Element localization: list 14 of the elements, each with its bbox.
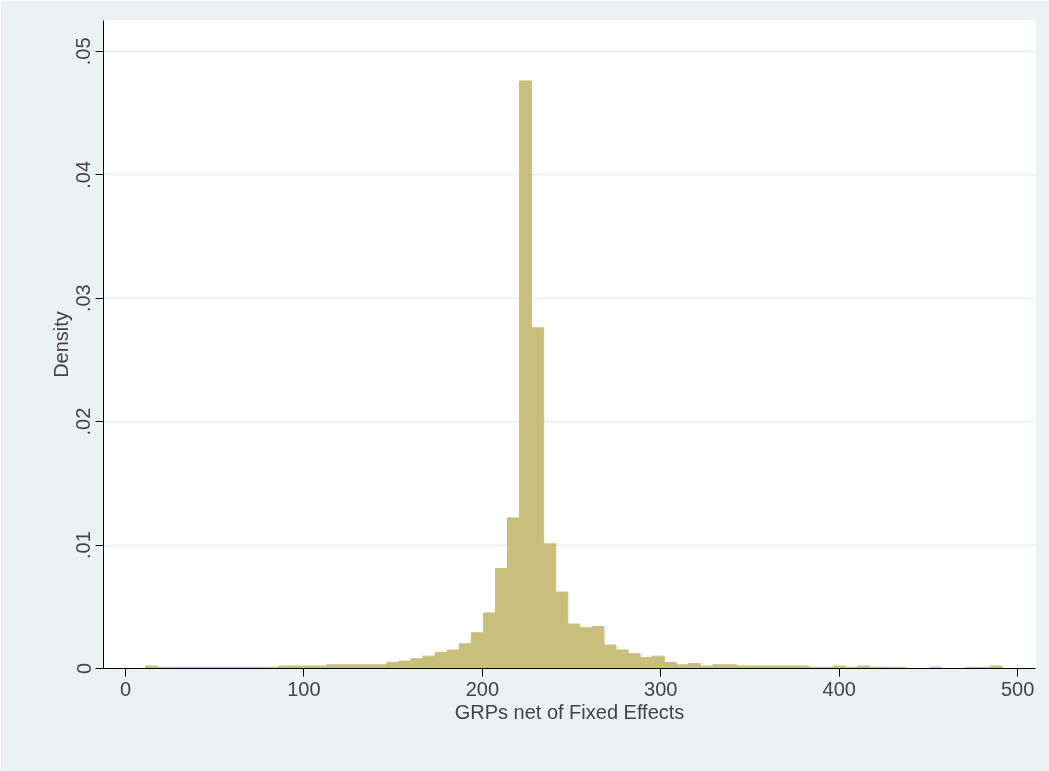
x-tick-label: 100 [287,677,321,700]
x-axis-title: GRPs net of Fixed Effects [454,700,685,723]
x-tick-label: 300 [644,677,678,700]
y-tick-label: .02 [72,407,95,436]
y-tick-label: .05 [72,37,95,66]
y-tick-label: .03 [72,284,95,313]
y-tick-label: 0 [72,662,95,675]
x-tick-label: 0 [119,677,132,700]
x-tick-label: 500 [1000,677,1035,700]
x-tick-label: 200 [465,677,500,700]
y-axis-title: Density [49,311,72,378]
x-tick-label: 400 [822,677,856,700]
y-tick-label: .01 [72,531,95,559]
y-tick-label: .04 [72,160,95,189]
